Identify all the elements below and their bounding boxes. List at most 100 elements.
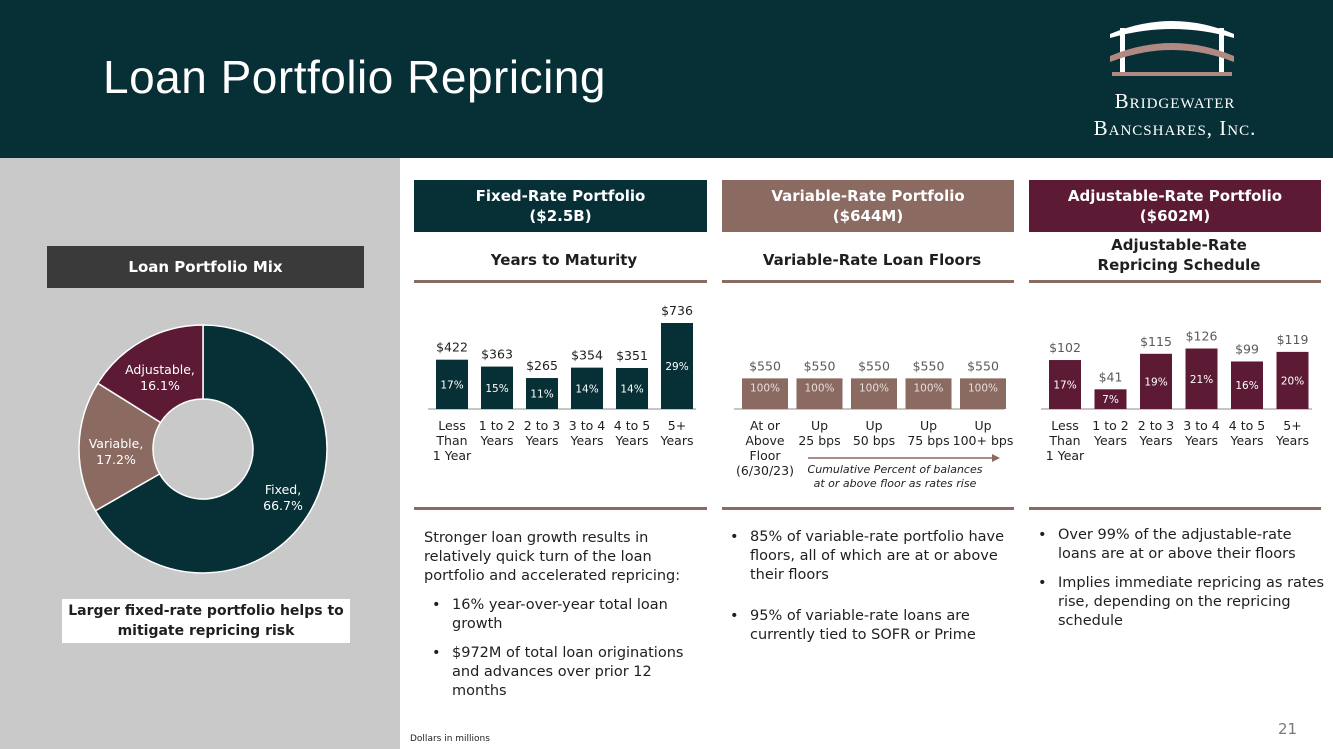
logo-text-line2: Bancshares, Inc. — [1093, 116, 1257, 140]
bar-category-label: 5+ — [1283, 418, 1301, 433]
bar-pct-label: 100% — [913, 382, 943, 394]
floors-annotation-line2: at or above floor as rates rise — [813, 477, 977, 490]
bar-pct-label: 20% — [1281, 375, 1304, 387]
bar — [796, 378, 843, 409]
header-band — [0, 0, 1333, 158]
fixed-bullet: $972M of total loan originations and adv… — [424, 644, 704, 701]
floors-annotation: Cumulative Percent of balances at or abo… — [795, 463, 995, 491]
bar-pct-label: 11% — [530, 389, 553, 401]
mix-title: Loan Portfolio Mix — [47, 246, 364, 288]
variable-subheading: Variable-Rate Loan Floors — [762, 251, 982, 269]
bar-category-label: At or — [750, 418, 781, 433]
bar-category-label: Years — [1184, 433, 1218, 448]
fixed-portfolio-amount: ($2.5B) — [529, 207, 592, 225]
logo-text-line1: Bridgewater — [1114, 89, 1236, 113]
bar-category-label: 75 bps — [907, 433, 949, 448]
bar — [1231, 361, 1263, 409]
donut-label: Fixed, — [265, 482, 301, 497]
floors-annotation-line1: Cumulative Percent of balances — [807, 463, 983, 476]
bar-category-label: 2 to 3 — [524, 418, 560, 433]
bar — [1049, 360, 1081, 409]
adjustable-top-rule — [1029, 280, 1321, 283]
fixed-bullet-list: 16% year-over-year total loan growth $97… — [424, 596, 704, 701]
bar — [571, 367, 603, 409]
fixed-bullet: 16% year-over-year total loan growth — [424, 596, 704, 634]
bar — [1094, 389, 1127, 409]
portfolio-mix-donut: Fixed,66.7% Variable,17.2% Adjustable,16.1… — [78, 324, 328, 574]
bar-value-label: $550 — [804, 358, 836, 373]
bar — [1140, 353, 1172, 409]
bar — [905, 378, 952, 409]
bar — [436, 359, 468, 409]
bar-category-label: Than — [435, 433, 467, 448]
variable-text-block: 85% of variable-rate portfolio have floo… — [722, 518, 1012, 645]
bar-value-label: $363 — [481, 347, 513, 362]
bar-category-label: 1 Year — [433, 448, 472, 463]
floors-arrow-head-icon — [992, 454, 1000, 462]
variable-portfolio-title: Variable-Rate Portfolio — [771, 187, 965, 205]
bar — [742, 378, 788, 409]
fixed-portfolio-header: Fixed-Rate Portfolio ($2.5B) — [414, 180, 707, 232]
bar-pct-label: 14% — [575, 383, 598, 395]
bar-category-label: 4 to 5 — [614, 418, 650, 433]
bar-pct-label: 21% — [1190, 374, 1213, 386]
bar-pct-label: 15% — [485, 383, 508, 395]
bridge-logo-icon — [1110, 21, 1234, 76]
page-title: Loan Portfolio Repricing — [103, 51, 606, 103]
bar-pct-label: 100% — [750, 382, 780, 394]
bar — [616, 367, 648, 409]
bar-value-label: $41 — [1099, 369, 1123, 384]
donut-slice-fixed — [94, 324, 328, 574]
variable-bottom-rule — [722, 507, 1014, 510]
bar-value-label: $265 — [526, 358, 558, 373]
adjustable-portfolio-title: Adjustable-Rate Portfolio — [1067, 187, 1283, 205]
bar-pct-label: 17% — [1053, 380, 1076, 392]
bar-value-label: $550 — [749, 358, 781, 373]
mix-callout: Larger fixed-rate portfolio helps to mit… — [62, 599, 350, 643]
bar-value-label: $550 — [913, 358, 945, 373]
adjustable-bullet-list: Over 99% of the adjustable-rate loans ar… — [1030, 526, 1325, 631]
footnote: Dollars in millions — [410, 734, 490, 744]
adjustable-bullet: Over 99% of the adjustable-rate loans ar… — [1030, 526, 1325, 564]
adjustable-subheading: Adjustable-Rate Repricing Schedule — [1029, 235, 1329, 275]
bar-category-label: 100+ bps — [953, 433, 1014, 448]
donut-label: Adjustable, — [125, 362, 195, 377]
bar-value-label: $126 — [1186, 329, 1218, 344]
bar — [960, 378, 1006, 409]
bar-category-label: Years — [1139, 433, 1173, 448]
variable-top-rule — [722, 280, 1014, 283]
bar-pct-label: 19% — [1144, 376, 1167, 388]
adjustable-bottom-rule — [1029, 507, 1321, 510]
bar-category-label: 25 bps — [798, 433, 840, 448]
adjustable-text-block: Over 99% of the adjustable-rate loans ar… — [1030, 516, 1325, 631]
bar-value-label: $351 — [616, 348, 648, 363]
bar-value-label: $99 — [1235, 341, 1259, 356]
bar-category-label: Years — [480, 433, 514, 448]
bar — [1276, 351, 1309, 409]
bar-category-label: Years — [615, 433, 649, 448]
bar-category-label: 1 Year — [1046, 448, 1085, 463]
bar-category-label: 2 to 3 — [1138, 418, 1174, 433]
bar-value-label: $550 — [967, 358, 999, 373]
bar-pct-label: 100% — [859, 382, 889, 394]
bar — [1185, 348, 1218, 409]
bar-category-label: Years — [1093, 433, 1127, 448]
bar-pct-label: 100% — [804, 382, 834, 394]
donut-pct-label: 16.1% — [140, 378, 180, 393]
bar-category-label: (6/30/23) — [736, 463, 794, 478]
bar-category-label: Years — [525, 433, 559, 448]
fixed-bottom-rule — [414, 507, 707, 510]
adjustable-portfolio-header: Adjustable-Rate Portfolio ($602M) — [1029, 180, 1321, 232]
bar-category-label: Less — [1051, 418, 1078, 433]
bar-value-label: $119 — [1277, 332, 1309, 347]
bar-category-label: Up — [811, 418, 828, 433]
fixed-portfolio-title: Fixed-Rate Portfolio — [475, 187, 646, 205]
bar-value-label: $422 — [436, 340, 468, 355]
bar-category-label: Years — [660, 433, 694, 448]
bar-category-label: Years — [1230, 433, 1264, 448]
bar — [481, 366, 513, 409]
adjustable-bullet: Implies immediate repricing as rates ris… — [1030, 574, 1325, 631]
variable-bullet: 95% of variable-rate loans are currently… — [722, 607, 1012, 645]
